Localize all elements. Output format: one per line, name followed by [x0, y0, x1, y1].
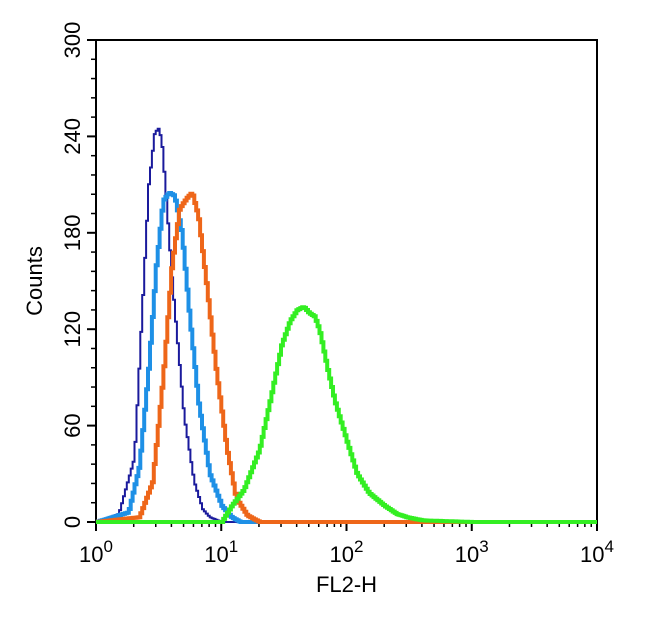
y-tick-label: 120: [60, 311, 85, 348]
series-line: [96, 127, 597, 523]
y-tick-label: 0: [60, 516, 85, 528]
series-line: [95, 191, 597, 524]
y-tick-label: 300: [60, 22, 85, 59]
series-lines: [95, 127, 597, 524]
axis-tick-labels: 0 60 120 180 240 300 100 101 102 103 104: [60, 22, 614, 567]
axis-ticks: [87, 39, 598, 531]
y-axis-title: Counts: [22, 246, 47, 316]
y-tick-label: 60: [60, 413, 85, 437]
y-tick-label: 180: [60, 214, 85, 251]
y-tick-label: 240: [60, 118, 85, 155]
x-tick-label: 102: [330, 537, 364, 567]
x-tick-label: 100: [79, 537, 113, 567]
x-tick-label: 104: [580, 537, 614, 567]
x-tick-label: 101: [204, 537, 238, 567]
series-line: [96, 305, 597, 524]
series-line: [95, 191, 597, 524]
x-axis-title: FL2-H: [316, 572, 377, 597]
x-tick-label: 103: [455, 537, 489, 567]
